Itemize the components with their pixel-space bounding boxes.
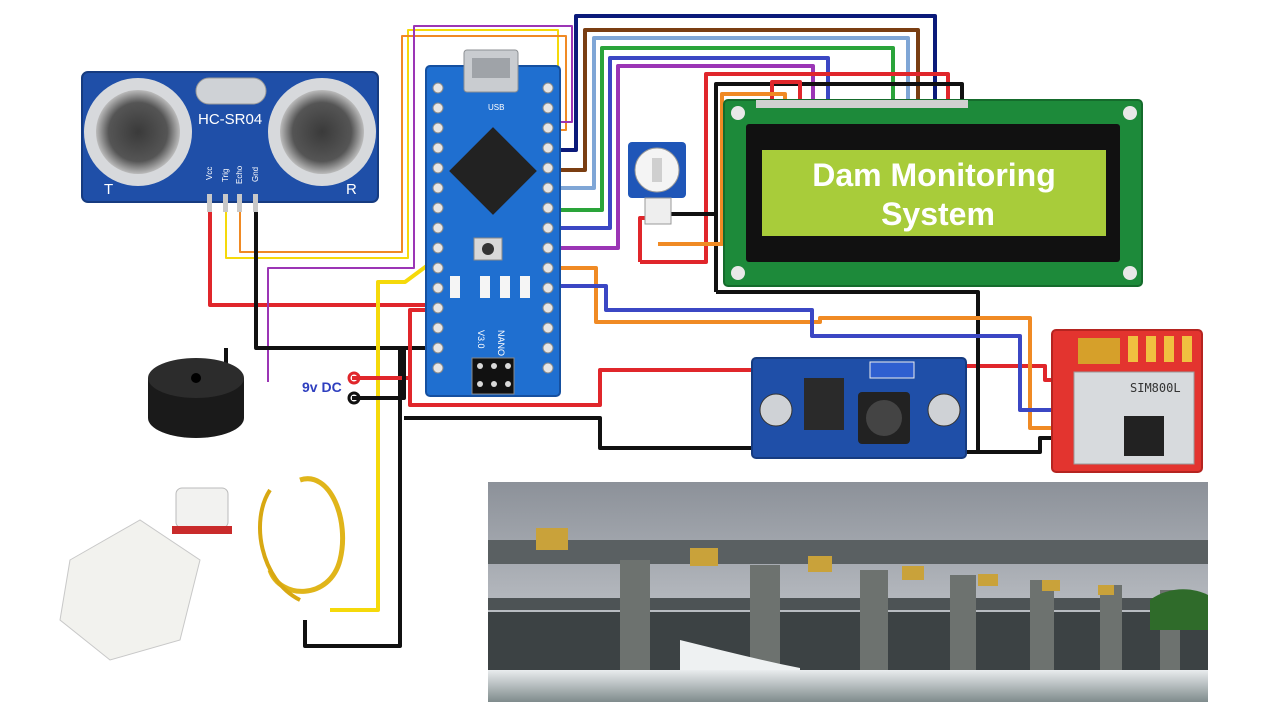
pin-echo-label: Echo xyxy=(235,165,244,184)
wire-lightblue xyxy=(548,36,910,190)
pin-trig-label: Trig xyxy=(221,169,230,182)
wire-red-buck-in xyxy=(408,310,756,407)
lcd-title-line2: System xyxy=(881,196,995,232)
buzzer xyxy=(148,358,244,438)
power-input: 9v DC xyxy=(302,371,361,405)
buck-converter xyxy=(751,357,967,459)
wire-purple-buzzer xyxy=(267,25,573,382)
gsm-model-label: SIM800L xyxy=(1130,381,1181,395)
wire-red-lcd2 xyxy=(770,80,802,100)
wire-red-lcd xyxy=(704,72,950,248)
ultrasonic-r-label: R xyxy=(346,181,357,198)
wires xyxy=(208,14,1060,648)
ultrasonic-model-label: HC-SR04 xyxy=(198,111,262,128)
wire-red-vcc xyxy=(208,210,432,307)
wire-blue-gsm xyxy=(548,284,1060,412)
wire-orange-echo xyxy=(239,35,567,253)
pin-vcc-label: Vcc xyxy=(205,167,214,180)
arduino-version-label: V3.0 xyxy=(476,330,486,349)
wire-black-buck-in xyxy=(404,416,756,450)
float-switch xyxy=(59,476,346,661)
wire-green xyxy=(548,46,895,212)
lcd-title-line1: Dam Monitoring xyxy=(812,157,1056,193)
wire-navy xyxy=(548,14,937,152)
wire-red-9v xyxy=(352,308,432,380)
ultrasonic-t-label: T xyxy=(104,181,113,198)
wire-black-9v xyxy=(352,350,406,400)
pin-gnd-label: Gnd xyxy=(251,167,260,182)
lcd-display: Dam Monitoring System xyxy=(723,99,1143,287)
potentiometer xyxy=(628,142,686,225)
wire-red-pot xyxy=(638,216,652,262)
dam-photo xyxy=(488,482,1208,702)
ultrasonic-sensor: HC-SR04 T R Vcc Trig Echo Gnd xyxy=(81,71,379,212)
wire-red-pot2 xyxy=(640,248,708,264)
wire-black-lcd xyxy=(714,82,964,292)
arduino-usb-label: USB xyxy=(488,103,504,112)
power-label: 9v DC xyxy=(302,379,342,395)
wire-orange-lcd xyxy=(658,92,787,246)
wire-black-buck-out xyxy=(948,436,1060,454)
arduino-model-label: NANO xyxy=(496,330,506,356)
arduino-nano: USB V3.0 NANO xyxy=(425,49,561,397)
wire-brown xyxy=(548,28,920,172)
wire-black-bus xyxy=(303,348,402,648)
gsm-module: SIM800L xyxy=(1051,329,1203,473)
wire-purple-lcd xyxy=(548,64,815,250)
wire-yellow-float xyxy=(330,260,434,612)
wire-black-lcd-ground xyxy=(716,290,980,452)
